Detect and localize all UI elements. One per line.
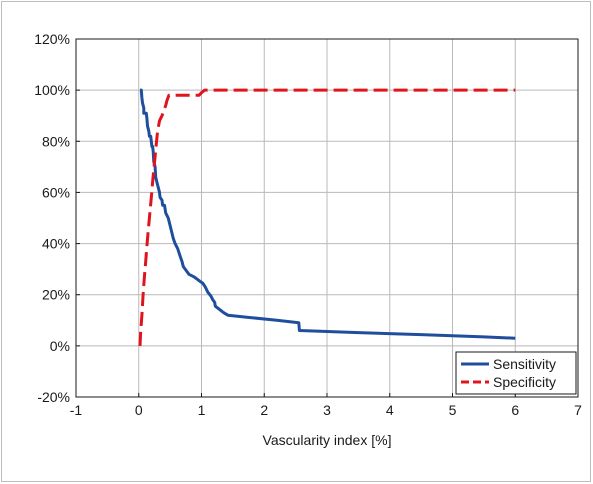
grid (75, 38, 579, 398)
x-tick-label: 2 (260, 402, 268, 418)
x-tick-label: 3 (323, 402, 331, 418)
x-tick-label: 5 (449, 402, 457, 418)
x-tick-label: -1 (70, 402, 83, 418)
series-lines (138, 88, 516, 346)
x-tick-label: 6 (511, 402, 519, 418)
x-tick-label: 4 (386, 402, 394, 418)
y-tick-label: 60% (42, 184, 70, 200)
y-tick-label: 120% (34, 31, 70, 47)
legend-box (455, 351, 577, 395)
axis-ticks: -1 0 1 2 3 4 5 6 7 -20% 0% 20% 40% 60% 80% 100% 120% (34, 31, 582, 418)
legend: Sensitivity Specificity (455, 351, 577, 395)
y-tick-label: 100% (34, 82, 70, 98)
y-tick-label: 0% (50, 338, 70, 354)
y-tick-label: -20% (37, 389, 70, 405)
y-tick-label: 80% (42, 133, 70, 149)
x-tick-label: 1 (198, 402, 206, 418)
x-axis-title: Vascularity index [%] (263, 432, 392, 448)
legend-label-specificity: Specificity (493, 374, 556, 390)
series-line-specificity (138, 88, 516, 346)
y-tick-label: 40% (42, 236, 70, 252)
x-tick-label: 7 (574, 402, 582, 418)
y-tick-label: 20% (42, 287, 70, 303)
series-line-sensitivity (139, 88, 516, 340)
x-tick-label: 0 (135, 402, 143, 418)
legend-label-sensitivity: Sensitivity (493, 356, 556, 372)
